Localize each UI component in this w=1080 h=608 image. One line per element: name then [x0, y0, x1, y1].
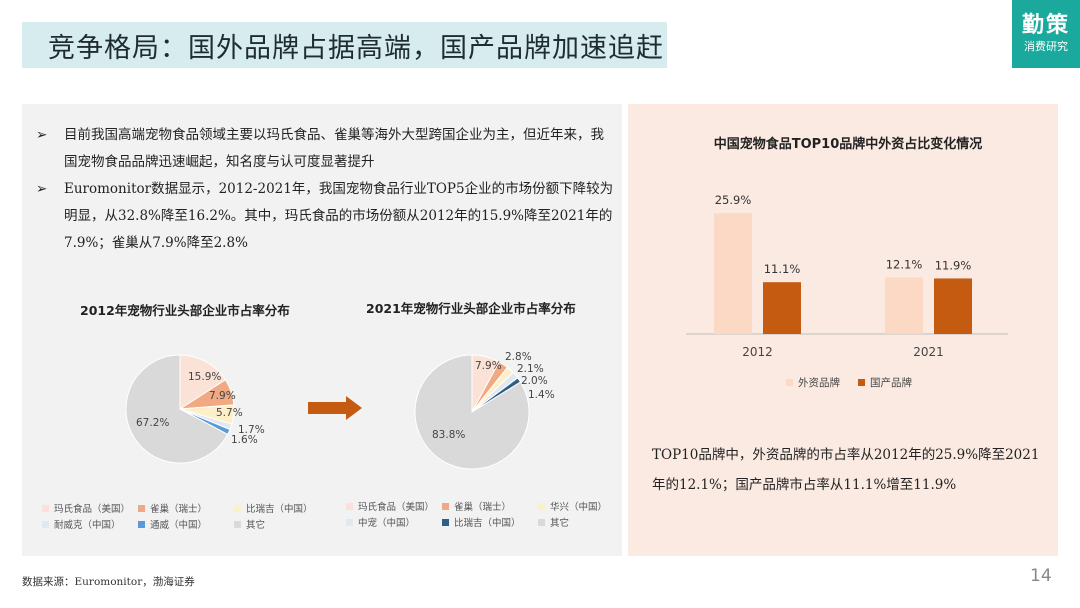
legend-row: 玛氏食品（美国） 雀巢（瑞士） 比瑞吉（中国）: [42, 500, 313, 516]
legend-row: 玛氏食品（美国） 雀巢（瑞士） 华兴（中国）: [346, 498, 607, 514]
legend-label: 外资品牌: [798, 376, 840, 389]
legend-swatch: [858, 379, 865, 386]
legend-item: 中宠（中国）: [346, 515, 442, 529]
pie-slice-label: 2.8%: [505, 351, 532, 363]
legend-swatch: [138, 504, 145, 512]
pie-2012-legend: 玛氏食品（美国） 雀巢（瑞士） 比瑞吉（中国） 耐威克（中国） 通威（中国） 其…: [42, 500, 313, 532]
legend-label: 其它: [246, 520, 266, 531]
pie-slice-label: 2.1%: [517, 363, 544, 375]
right-arrow-icon: [308, 396, 362, 420]
page-title: 竞争格局：国外品牌占据高端，国产品牌加速追赶: [48, 32, 664, 64]
legend-label: 比瑞吉（中国）: [246, 504, 313, 515]
legend-item: 华兴（中国）: [538, 499, 607, 513]
legend-item: 雀巢（瑞士）: [138, 501, 234, 515]
bar: [934, 278, 972, 334]
legend-label: 比瑞吉（中国）: [454, 518, 521, 529]
pie-slice-label: 15.9%: [188, 371, 221, 383]
bar-data-label: 11.1%: [764, 262, 801, 276]
logo-text-sub: 消费研究: [1024, 40, 1068, 53]
pie-slice-label: 7.9%: [475, 360, 502, 372]
legend-swatch: [138, 520, 145, 528]
legend-label: 耐威克（中国）: [54, 520, 121, 531]
pie-slice-label: 2.0%: [521, 375, 548, 387]
bar-data-label: 11.9%: [935, 258, 972, 272]
legend-item: 其它: [538, 515, 569, 529]
legend-swatch: [442, 518, 449, 526]
legend-item: 比瑞吉（中国）: [442, 515, 538, 529]
brand-logo: 勤策 消费研究: [1012, 0, 1080, 68]
pie-slice-label: 1.7%: [238, 424, 265, 436]
x-tick-label: 2021: [913, 345, 944, 359]
bullet-arrow-icon: ➢: [36, 127, 48, 143]
legend-swatch: [442, 502, 449, 510]
bar: [885, 277, 923, 334]
legend-label: 通威（中国）: [150, 520, 208, 531]
legend-item: 其它: [234, 517, 265, 531]
pie-chart-2021: 7.9%2.8%2.1%2.0% 1.4% 83.8%: [414, 351, 555, 470]
bullet-text: 目前我国高端宠物食品领域主要以玛氏食品、雀巢等海外大型跨国企业为主，但近年来，我…: [64, 127, 604, 170]
page-number: 14: [1030, 566, 1052, 586]
x-tick-label: 2012: [742, 345, 773, 359]
left-panel: [22, 104, 622, 556]
legend-label: 中宠（中国）: [358, 518, 416, 529]
data-source: 数据来源：Euromonitor，渤海证券: [22, 576, 195, 588]
pie-slice-label: 83.8%: [432, 429, 465, 441]
bullet-list: ➢ 目前我国高端宠物食品领域主要以玛氏食品、雀巢等海外大型跨国企业为主，但近年来…: [36, 122, 616, 257]
pie-chart-2012: 15.9% 7.9% 5.7% 1.7%1.6% 67.2%: [125, 354, 265, 464]
pie-slice-label: 5.7%: [216, 407, 243, 419]
bullet-arrow-icon: ➢: [36, 181, 48, 197]
legend-label: 雀巢（瑞士）: [454, 502, 512, 513]
pie-2012-title: 2012年宠物行业头部企业市占率分布: [80, 303, 290, 318]
bar: [714, 213, 752, 334]
bar: [763, 282, 801, 334]
legend-swatch: [42, 504, 49, 512]
legend-swatch: [42, 520, 49, 528]
legend-swatch: [346, 518, 353, 526]
legend-item: 玛氏食品（美国）: [346, 499, 442, 513]
pie-slice-label: 1.6%: [231, 434, 258, 446]
bullet-item: ➢ 目前我国高端宠物食品领域主要以玛氏食品、雀巢等海外大型跨国企业为主，但近年来…: [36, 122, 616, 176]
pie-slice-label: 1.4%: [528, 389, 555, 401]
bullet-item: ➢ Euromonitor数据显示，2012-2021年，我国宠物食品行业TOP…: [36, 176, 616, 257]
legend-label: 国产品牌: [870, 376, 912, 389]
legend-item: 比瑞吉（中国）: [234, 501, 313, 515]
logo-text-main: 勤策: [1021, 13, 1070, 38]
legend-row: 中宠（中国） 比瑞吉（中国） 其它: [346, 514, 607, 530]
bar-data-label: 25.9%: [715, 193, 752, 207]
pie-slice-label: 7.9%: [209, 390, 236, 402]
bullet-text: Euromonitor数据显示，2012-2021年，我国宠物食品行业TOP5企…: [64, 181, 614, 251]
legend-label: 雀巢（瑞士）: [150, 504, 208, 515]
conclusion-note: TOP10品牌中，外资品牌的市占率从2012年的25.9%降至2021年的12.…: [652, 447, 1040, 493]
pie-slice: [414, 354, 530, 470]
legend-item: 玛氏食品（美国）: [42, 501, 138, 515]
legend-label: 华兴（中国）: [550, 502, 608, 513]
legend-swatch: [538, 502, 545, 510]
pie-slice: [179, 354, 227, 410]
pie-slice: [125, 354, 229, 464]
legend-label: 玛氏食品（美国）: [358, 502, 435, 513]
legend-item: 通威（中国）: [138, 517, 234, 531]
legend-swatch: [234, 504, 241, 512]
legend-label: 玛氏食品（美国）: [54, 504, 131, 515]
legend-row: 耐威克（中国） 通威（中国） 其它: [42, 516, 313, 532]
right-panel: [628, 104, 1058, 556]
pie-2021-legend: 玛氏食品（美国） 雀巢（瑞士） 华兴（中国） 中宠（中国） 比瑞吉（中国） 其它: [346, 498, 607, 530]
legend-item: 雀巢（瑞士）: [442, 499, 538, 513]
bar-chart-title: 中国宠物食品TOP10品牌中外资占比变化情况: [714, 136, 983, 152]
title-bar: 竞争格局：国外品牌占据高端，国产品牌加速追赶: [22, 22, 667, 68]
pie-2021-title: 2021年宠物行业头部企业市占率分布: [366, 301, 576, 316]
legend-swatch: [346, 502, 353, 510]
bar-data-label: 12.1%: [886, 258, 923, 272]
legend-swatch: [538, 518, 545, 526]
legend-swatch: [786, 379, 793, 386]
legend-item: 耐威克（中国）: [42, 517, 138, 531]
legend-label: 其它: [550, 518, 570, 529]
legend-swatch: [234, 520, 241, 528]
pie-slice-label: 67.2%: [136, 417, 169, 429]
bar-chart-foreign-share: 中国宠物食品TOP10品牌中外资占比变化情况 25.9% 11.1% 2012 12.1…: [686, 136, 1008, 389]
